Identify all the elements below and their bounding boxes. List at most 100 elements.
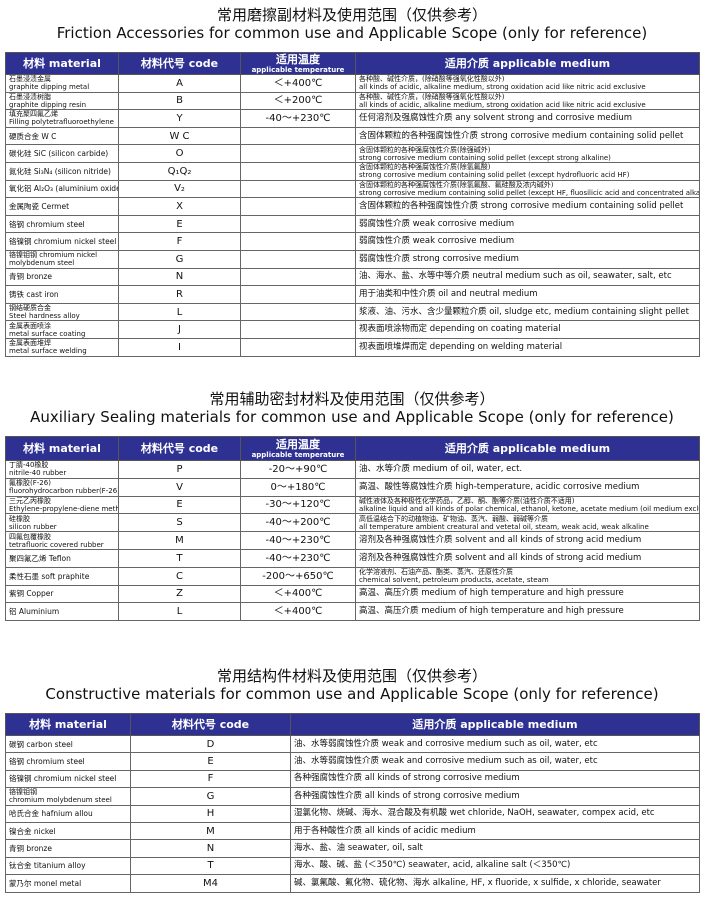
- table-cell: 四氟包覆橡胶 tetrafluoric covered rubber: [5, 531, 119, 550]
- cell-line: 各种酸、碱性介质，(除硝酸等强氧化性酸以外): [359, 92, 505, 101]
- cell-line: 高温、酸性等腐蚀性介质 high-temperature, acidic cor…: [359, 481, 640, 492]
- cell-line: 紫铜 Copper: [9, 589, 54, 599]
- table-cell: -20～+90℃: [240, 460, 356, 479]
- table-cell: H: [130, 804, 291, 823]
- table-row: 青铜 bronze N 海水、盐、油 seawater, oil, salt: [5, 839, 700, 858]
- cell-line: 材料代号 code: [171, 717, 250, 731]
- cell-line: 弱腐蚀性介质 weak corrosive medium: [359, 236, 515, 247]
- cell-line: J: [178, 324, 181, 336]
- cell-line: 含固体颗粒的各种强腐蚀性介质 strong corrosive medium c…: [359, 130, 684, 141]
- cell-line: T: [207, 860, 214, 872]
- cell-line: ＜+400℃: [273, 588, 323, 600]
- header-cell: 适用温度 applicable temperature: [240, 52, 356, 75]
- cell-line: 石墨浸渍金属: [9, 75, 51, 84]
- table-cell: 铬镍钼钢 chromium nickel molybdenum steel: [5, 249, 119, 269]
- table-cell: L: [118, 602, 241, 622]
- cell-line: 材料 material: [23, 56, 101, 70]
- cell-line: S: [176, 517, 183, 529]
- cell-line: 柔性石墨 soft praphite: [9, 571, 90, 581]
- cell-line: E: [176, 499, 183, 511]
- table-cell: 视表面喷堆焊而定 depending on welding material: [355, 337, 700, 357]
- cell-line: 含固体颗粒的各种强腐蚀性介质 strong corrosive medium c…: [359, 200, 684, 211]
- cell-line: 含固体颗粒的各种强腐蚀性介质(除强碱外): [359, 145, 491, 154]
- cell-line: 浆液、油、污水、含少量颗粒介质 oil, sludge etc, medium …: [359, 306, 689, 317]
- cell-line: applicable temperature: [251, 65, 345, 74]
- table-row: 填充聚四氟乙烯 Filling polytetrafluoroethylene Y -…: [5, 109, 700, 128]
- table-cell: 高温、酸性等腐蚀性介质 high-temperature, acidic cor…: [355, 477, 700, 497]
- cell-line: 各种酸、碱性介质，(除硝酸等强氧化性酸以外): [359, 75, 505, 84]
- table-cell: 油、水等介质 medium of oil, water, ect.: [355, 460, 700, 479]
- table-row: 铬镍钼钢 chromium nickel molybdenum steel G 弱腐蚀…: [5, 249, 700, 269]
- cell-line: 三元乙丙橡胶: [9, 496, 51, 505]
- table-cell: 碳化硅 SiC (silicon carbide): [5, 144, 119, 163]
- table-row: 铬镍钢 chromium nickel steel F 弱腐蚀性介质 weak co…: [5, 232, 700, 251]
- table-row: 金属表面喷涂 metal surface coating J 视表面喷涂物而定 dep…: [5, 320, 700, 339]
- cell-line: metal surface coating: [9, 329, 86, 338]
- table-cell: [240, 126, 356, 146]
- table-cell: 聚四氟乙烯 Teflon: [5, 548, 119, 568]
- table-cell: 氟橡胶(F-26) fluorohydrocarbon rubber(F-26): [5, 477, 119, 497]
- cell-line: 四氟包覆橡胶: [9, 532, 51, 541]
- cell-line: 油、水等介质 medium of oil, water, ect.: [359, 463, 523, 474]
- cell-line: 铬镍钢 chromium nickel steel: [9, 774, 117, 784]
- cell-line: 碱性液体及各种极性化学药品，乙醇、酮、酯等介质(油性介质不适用): [359, 496, 575, 505]
- cell-line: 硬质合金 W C: [9, 131, 57, 141]
- cell-line: F: [207, 773, 214, 785]
- table-cell: [240, 144, 356, 163]
- table-cell: 弱腐蚀性介质 weak corrosive medium: [355, 232, 700, 251]
- table-row: 碳化硅 SiC (silicon carbide) O 含固体颗粒的各种强腐蚀性介质…: [5, 144, 700, 163]
- cell-line: 材料 material: [23, 441, 101, 455]
- cell-line: W C: [169, 130, 190, 142]
- table-cell: F: [118, 232, 241, 251]
- cell-line: ＜+400℃: [273, 77, 323, 89]
- table-row: 石墨浸渍金属 graphite dipping metal A ＜+400℃ 各种酸、碱…: [5, 74, 700, 93]
- table-cell: [240, 179, 356, 199]
- table-cell: 用于各种酸性介质 all kinds of acidic medium: [290, 821, 700, 841]
- table-cell: 铬镍钢 chromium nickel steel: [5, 769, 131, 789]
- cell-line: 碳钢 carbon steel: [9, 739, 73, 749]
- table-cell: 海水、盐、油 seawater, oil, salt: [290, 839, 700, 858]
- table-row: 四氟包覆橡胶 tetrafluoric covered rubber M -40～+2…: [5, 531, 700, 550]
- cell-line: -200～+650℃: [262, 570, 334, 582]
- cell-line: G: [175, 253, 184, 265]
- table-row: 氧化铝 Al₂O₃ (aluminium oxide) V₂ 含固体颗粒的各种强腐蚀…: [5, 179, 700, 199]
- cell-line: 丁腈-40橡胶: [9, 461, 49, 470]
- table-cell: T: [130, 856, 291, 876]
- title-cn: 常用辅助密封材料及使用范围（仅供参考）: [209, 390, 495, 408]
- header-cell: 适用温度 applicable temperature: [240, 436, 356, 461]
- cell-line: L: [176, 606, 183, 618]
- cell-line: 海水、酸、碱、盐 (＜350℃) seawater, acid, alkalin…: [294, 860, 571, 871]
- cell-line: 金属表面喷涂: [9, 321, 51, 330]
- header-cell: 材料代号 code: [118, 436, 241, 461]
- cell-line: nitrile-40 rubber: [9, 469, 67, 478]
- table-cell: 铬镍钼钢 chromium molybdenum steel: [5, 787, 131, 806]
- cell-line: D: [206, 738, 215, 750]
- table-cell: 油、水等弱腐蚀性介质 weak and corrosive medium suc…: [290, 752, 700, 771]
- table-cell: 用于油类和中性介质 oil and neutral medium: [355, 285, 700, 304]
- cell-line: 湿氯化物、烧碱、海水、混合酸及有机酸 wet chloride, NaOH, s…: [294, 808, 655, 819]
- table-cell: 青铜 bronze: [5, 839, 131, 858]
- cell-line: ＜+400℃: [273, 606, 323, 618]
- cell-line: G: [206, 790, 215, 802]
- cell-line: all kinds of acidic, alkaline medium, st…: [359, 100, 646, 109]
- cell-line: 适用介质 applicable medium: [444, 441, 611, 455]
- section: 常用结构件材料及使用范围（仅供参考） Constructive materials…: [5, 667, 700, 893]
- table-cell: Y: [118, 109, 241, 128]
- cell-line: F: [176, 236, 183, 248]
- cell-line: 高温、高压介质 medium of high temperature and h…: [359, 606, 624, 617]
- table-row: 铬钢 chromium steel E 油、水等弱腐蚀性介质 weak and co…: [5, 752, 700, 771]
- cell-line: 化学溶液剂、石油产品、酯类、蒸汽、还原性介质: [359, 568, 513, 577]
- cell-line: strong corrosive medium containing solid…: [359, 188, 700, 197]
- table-cell: 金属表面喷涂 metal surface coating: [5, 320, 119, 339]
- table-cell: -40～+230℃: [240, 531, 356, 550]
- cell-line: E: [207, 756, 214, 768]
- table-row: 钢结硬质合金 Steel hardness alloy L 浆液、油、污水、含少量颗粒…: [5, 302, 700, 322]
- cell-line: 钢结硬质合金: [9, 304, 51, 313]
- cell-line: 用于油类和中性介质 oil and neutral medium: [359, 288, 538, 299]
- cell-line: chemical solvent, petroleum products, ac…: [359, 576, 549, 585]
- table-cell: 0～+180℃: [240, 477, 356, 497]
- cell-line: 0～+180℃: [270, 481, 326, 493]
- table-cell: 钛合金 titanium alloy: [5, 856, 131, 876]
